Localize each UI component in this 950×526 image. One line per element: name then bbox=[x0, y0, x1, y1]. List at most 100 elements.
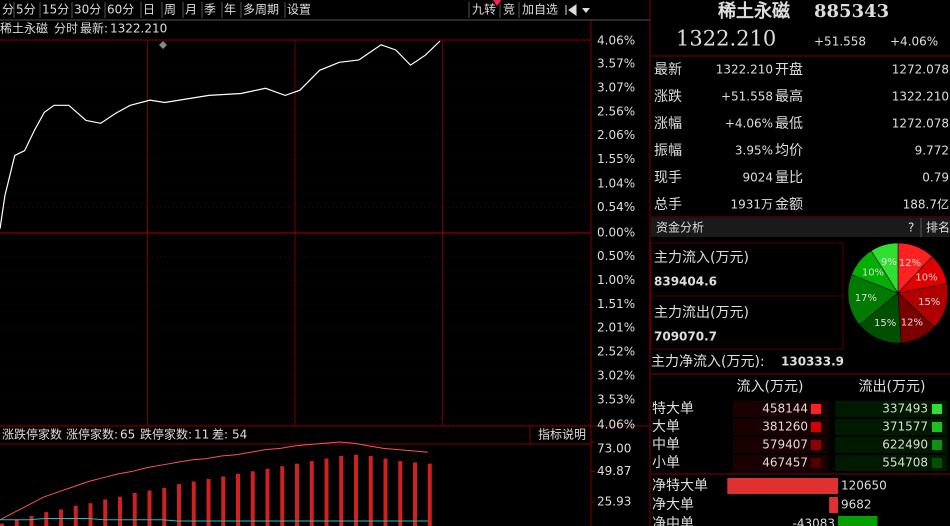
bar bbox=[59, 509, 63, 526]
toolbar-button[interactable]: 15分 bbox=[42, 3, 69, 17]
pie-label: 10% bbox=[915, 272, 937, 283]
y-tick-label: 1.04% bbox=[597, 176, 635, 190]
bar bbox=[103, 499, 108, 526]
bar bbox=[427, 463, 432, 526]
breadth-title: 涨跌停家数 bbox=[2, 427, 62, 442]
flow-out: 371577 bbox=[882, 420, 928, 434]
y-tick-label: 2.52% bbox=[597, 345, 635, 359]
stat-label: 最高 bbox=[775, 88, 803, 105]
price-line bbox=[0, 40, 441, 229]
net-value: 9682 bbox=[841, 498, 872, 512]
stat-value: 1931万 bbox=[730, 198, 773, 212]
series-line bbox=[0, 441, 428, 521]
y-tick-label: 2.56% bbox=[597, 104, 635, 118]
icon-drop[interactable] bbox=[582, 8, 590, 13]
stat-label: 金额 bbox=[775, 197, 803, 213]
fund-label: 主力净流入(万元): bbox=[651, 354, 765, 370]
stat-value: 188.7亿 bbox=[903, 197, 949, 212]
bar bbox=[29, 515, 34, 526]
y-tick-label: 0.54% bbox=[597, 200, 635, 214]
stat-value: 1272.078 bbox=[892, 63, 949, 77]
stat-value: 1272.078 bbox=[892, 117, 949, 131]
toolbar-button[interactable]: 5分 bbox=[16, 3, 36, 17]
help[interactable]: ? bbox=[908, 221, 914, 235]
bar bbox=[177, 484, 181, 526]
toolbar-button[interactable]: 竞 bbox=[503, 3, 515, 17]
stat-label: 最新 bbox=[654, 62, 682, 78]
y-tick-label: 4.06% bbox=[597, 34, 635, 48]
flow-square bbox=[932, 440, 942, 450]
stat-value: 3.95% bbox=[735, 144, 773, 158]
bar bbox=[206, 478, 211, 526]
tab[interactable]: 资金分析 bbox=[656, 220, 704, 235]
diff-label: 差: bbox=[212, 428, 228, 442]
latest-value: 1322.210 bbox=[110, 22, 167, 36]
y-tick-label: 0.50% bbox=[597, 249, 635, 263]
y-tick-label: 1.51% bbox=[597, 297, 635, 311]
fund-label: 主力流出(万元) bbox=[654, 305, 749, 321]
bar bbox=[132, 492, 137, 526]
quote-name: 稀土永磁 bbox=[718, 0, 790, 22]
series-latest: 11 bbox=[194, 428, 209, 442]
stat-value: +4.06% bbox=[725, 117, 773, 131]
flow-label: 大单 bbox=[652, 419, 680, 435]
icon-arrow[interactable] bbox=[565, 4, 577, 16]
help-button[interactable]: 指标说明 bbox=[538, 427, 586, 442]
y-tick-label: 2.01% bbox=[597, 321, 635, 335]
toolbar-button[interactable]: 周 bbox=[164, 3, 176, 17]
y-tick-label: 4.06% bbox=[597, 418, 635, 432]
stat-value: +51.558 bbox=[721, 90, 773, 104]
row-bg bbox=[733, 437, 828, 453]
toolbar-button[interactable]: 30分 bbox=[74, 3, 101, 17]
bar bbox=[118, 496, 122, 526]
toolbar-button[interactable]: 季 bbox=[204, 3, 216, 17]
stat-label: 最低 bbox=[775, 116, 803, 132]
flow-square bbox=[811, 422, 821, 432]
y-tick-label: 1.00% bbox=[597, 273, 635, 287]
toolbar-button[interactable]: 加自选 bbox=[522, 3, 558, 17]
flow-in: 467457 bbox=[762, 456, 808, 470]
stat-value: 9024 bbox=[742, 171, 773, 185]
toolbar-button[interactable]: 设置 bbox=[287, 3, 311, 17]
series-latest: 65 bbox=[120, 428, 135, 442]
row-bg bbox=[733, 419, 828, 435]
bar bbox=[339, 456, 344, 526]
series-line bbox=[0, 517, 428, 522]
stat-label: 量比 bbox=[775, 170, 803, 186]
toolbar-button[interactable]: 月 bbox=[185, 3, 197, 17]
y-tick-label: 3.07% bbox=[597, 80, 635, 94]
fund-value: 130333.9 bbox=[781, 355, 844, 369]
bar bbox=[324, 458, 329, 526]
stat-label: 总手 bbox=[654, 197, 682, 213]
toolbar-button[interactable]: 日 bbox=[143, 3, 155, 17]
quote-pct: +4.06% bbox=[890, 35, 938, 49]
diamond bbox=[159, 41, 167, 49]
toolbar-button[interactable]: 多周期 bbox=[243, 3, 279, 17]
stat-label: 开盘 bbox=[775, 61, 803, 78]
toolbar-button[interactable]: 分 bbox=[2, 3, 14, 17]
row-bg bbox=[835, 437, 947, 453]
y-tick-label: 2.06% bbox=[597, 128, 635, 142]
row-bg bbox=[733, 401, 828, 417]
flow-square bbox=[811, 458, 821, 468]
pie-label: 12% bbox=[899, 258, 921, 269]
toolbar-button[interactable]: 年 bbox=[224, 3, 236, 17]
pie-label: 15% bbox=[874, 318, 896, 329]
quote-price: 1322.210 bbox=[676, 27, 776, 51]
toolbar-button[interactable]: 60分 bbox=[107, 3, 134, 17]
flow-in: 579407 bbox=[762, 438, 808, 452]
bar bbox=[250, 471, 255, 526]
fund-box bbox=[650, 295, 844, 350]
row-bg bbox=[733, 455, 828, 471]
toolbar-button[interactable]: 九转 bbox=[472, 2, 496, 17]
diff-value: 54 bbox=[232, 428, 247, 442]
series-name: 涨停家数: bbox=[66, 427, 118, 442]
bar bbox=[383, 458, 388, 526]
y-tick-label: 73.00 bbox=[597, 442, 631, 456]
bar bbox=[398, 461, 403, 526]
flow-in: 381260 bbox=[762, 420, 808, 434]
tab[interactable]: 排名 bbox=[926, 220, 950, 235]
y-tick-label: 3.53% bbox=[597, 392, 635, 406]
flow-square bbox=[932, 458, 942, 468]
flow-square bbox=[932, 404, 942, 414]
